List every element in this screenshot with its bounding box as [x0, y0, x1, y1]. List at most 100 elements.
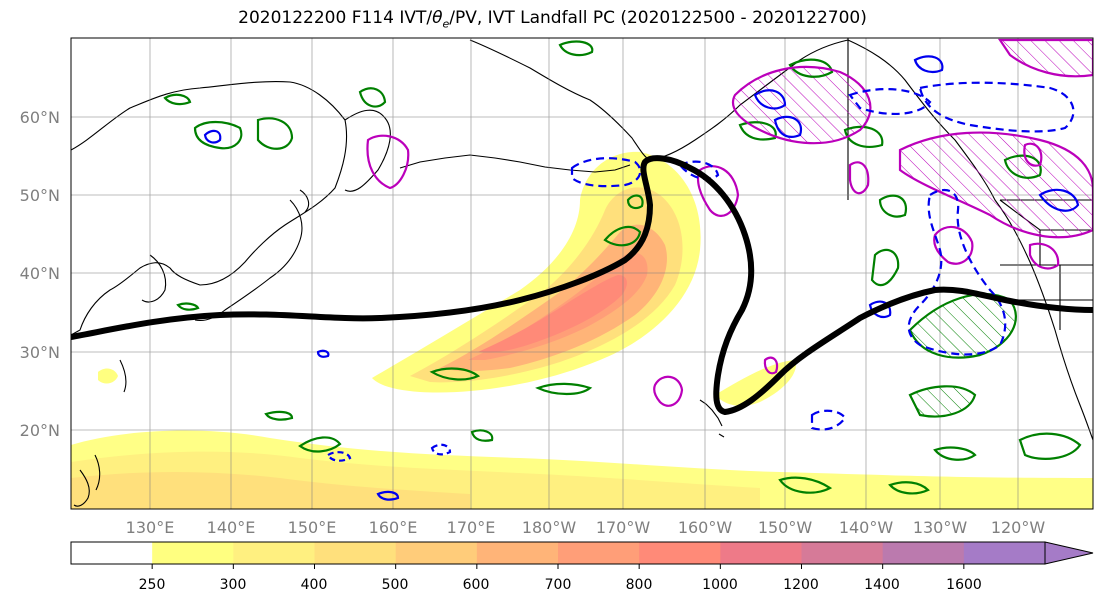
pv-contour — [264, 410, 294, 421]
theta-e-contour — [1028, 242, 1060, 270]
ryukyu-taiwan — [94, 359, 127, 491]
colorbar-swatch — [476, 542, 559, 564]
theta-e-contour — [570, 157, 642, 188]
lat-label: 50°N — [20, 186, 60, 205]
lon-label: 120°W — [991, 518, 1046, 537]
pv-contour — [603, 225, 642, 247]
colorbar-swatch — [152, 542, 234, 564]
ivt-river-1000 — [478, 275, 627, 353]
longitude-labels: 130°E 140°E 150°E 160°E 170°E 180°W 170°… — [126, 518, 1046, 537]
colorbar-tick-label: 250 — [139, 577, 166, 593]
pv-contour — [163, 93, 192, 106]
korea — [141, 254, 167, 303]
theta-e-contour — [1038, 188, 1080, 212]
map-frame — [70, 37, 1094, 510]
hatch-northeast — [900, 132, 1093, 238]
pv-contour — [535, 382, 593, 396]
theta-e-contour — [326, 451, 352, 462]
theta-e-contour — [1023, 142, 1043, 167]
lat-label: 30°N — [20, 343, 60, 362]
theta-e-contour — [366, 134, 410, 190]
pv-contour — [788, 58, 834, 78]
lon-label: 130°E — [126, 518, 175, 537]
ivt-river-600 — [440, 224, 667, 371]
theta-e-contour — [848, 88, 932, 115]
lon-label: 180°W — [522, 518, 577, 537]
aleutians — [399, 154, 631, 173]
theta-e-negative-contours — [203, 55, 1080, 501]
ivt-landfall-pc-contour — [71, 155, 1093, 415]
pv-contour — [908, 385, 977, 418]
pv-contour — [1003, 154, 1042, 179]
lon-label: 170°W — [596, 518, 651, 537]
pv-contour — [933, 446, 977, 461]
theta-e-contour — [913, 55, 944, 74]
hatch-green-s — [910, 386, 975, 417]
theta-e-contour — [918, 81, 1075, 133]
theta-e-contour — [773, 115, 803, 138]
ivt-river-400 — [410, 187, 683, 383]
theta-e-contour — [316, 349, 330, 358]
hatch-northeast-top — [1000, 40, 1093, 77]
theta-e-contour — [763, 356, 779, 375]
colorbar-swatch — [882, 542, 965, 564]
theta-e-contour — [696, 165, 740, 217]
colorbar-swatch — [963, 542, 1046, 564]
lon-label: 160°W — [678, 518, 733, 537]
philippines — [73, 469, 90, 507]
colorbar-tick-label: 400 — [301, 577, 328, 593]
theta-e-contour — [810, 409, 847, 431]
pv-contour — [870, 248, 900, 287]
pv-contour — [1018, 432, 1082, 460]
map-title: 2020122200 F114 IVT/θe/PV, IVT Landfall … — [238, 8, 867, 31]
colorbar-swatch — [801, 542, 884, 564]
pv-contour — [558, 40, 594, 57]
theta-e-contour — [376, 490, 400, 501]
lat-label: 60°N — [20, 108, 60, 127]
colorbar-swatch — [314, 542, 397, 564]
theta-e-contour — [430, 443, 452, 456]
theta-e-contour — [678, 160, 720, 180]
colorbar-swatch — [395, 542, 478, 564]
pv-contour — [470, 429, 494, 442]
pv-contour — [256, 117, 294, 150]
pv-contour — [888, 481, 930, 495]
colorbar-tick-labels: 250 300 400 500 600 700 800 1000 1200 14… — [139, 577, 982, 593]
lon-label: 150°W — [758, 518, 813, 537]
kamchatka — [344, 109, 391, 192]
theta-e-contour — [848, 161, 870, 195]
theta-e-contour — [203, 129, 222, 144]
map-area — [71, 38, 1093, 509]
colorbar-tick-label: 700 — [545, 577, 572, 593]
lat-label: 40°N — [20, 264, 60, 283]
ivt-west-blob — [98, 368, 118, 384]
colorbar-tick-label: 1600 — [946, 577, 982, 593]
pv-contour — [908, 293, 1017, 359]
hawaii — [699, 399, 725, 438]
colorbar-tick-label: 1400 — [864, 577, 900, 593]
colorbar-swatches — [71, 542, 1046, 564]
pv-contour — [738, 121, 777, 141]
colorbar-tick-label: 600 — [463, 577, 490, 593]
lat-label: 20°N — [20, 421, 60, 440]
pv-contour — [358, 87, 387, 108]
pv-contour — [176, 302, 200, 311]
colorbar-tick-label: 1000 — [702, 577, 738, 593]
latitude-labels: 60°N 50°N 40°N 30°N 20°N — [20, 108, 60, 440]
theta-e-contour — [653, 375, 684, 407]
colorbar-swatch — [558, 542, 640, 564]
pv-contour — [429, 367, 481, 381]
colorbar-tick-label: 1200 — [783, 577, 819, 593]
asia-coast — [71, 81, 348, 336]
ivt-shading — [71, 151, 1093, 509]
colorbar-swatch — [71, 542, 153, 564]
colorbar-tick-label: 500 — [382, 577, 409, 593]
colorbar-tick-label: 800 — [626, 577, 653, 593]
colorbar-swatch — [233, 542, 315, 564]
lon-label: 140°E — [207, 518, 256, 537]
colorbar-tick-label: 300 — [220, 577, 247, 593]
theta-e-contour — [907, 188, 1007, 356]
pv-contour — [298, 436, 342, 453]
lon-label: 140°W — [839, 518, 894, 537]
colorbar-swatch — [720, 542, 802, 564]
